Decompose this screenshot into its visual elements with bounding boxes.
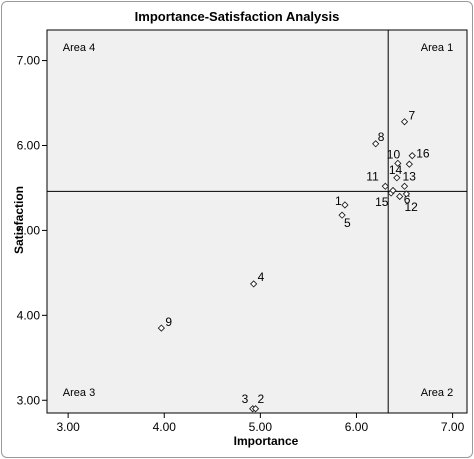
x-tick-label: 5.00	[249, 420, 273, 434]
y-tick-label: 4.00	[17, 308, 41, 322]
x-axis-title: Importance	[234, 434, 299, 448]
data-point-marker	[341, 201, 349, 209]
data-point-marker	[372, 140, 380, 148]
data-point-label: 13	[403, 169, 417, 183]
data-point-marker	[381, 182, 389, 190]
axis-ticks: 3.00 4.00 5.00 6.00 7.00 3.00 4.00 5.00 6.00 7.00	[17, 54, 465, 434]
x-tick-label: 6.00	[345, 420, 369, 434]
data-point-label: 1	[335, 194, 342, 208]
data-point-marker	[393, 174, 401, 182]
y-tick-label: 7.00	[17, 54, 41, 68]
y-axis-title: Satisfaction	[12, 186, 26, 254]
data-point-label: 6	[404, 192, 411, 206]
data-point-marker	[400, 118, 409, 126]
y-tick-label: 6.00	[17, 138, 41, 152]
quadrant-label-bottom-right: Area 2	[421, 387, 453, 399]
data-points: 15 4 9 3 2 7 810 16 14 13 11 6 15 12	[157, 109, 430, 413]
data-point-label: 4	[258, 270, 265, 284]
data-point-marker	[394, 159, 402, 167]
data-point-marker	[396, 192, 404, 201]
data-point-label: 5	[344, 216, 351, 230]
data-point-marker	[408, 152, 416, 160]
data-point-marker	[389, 186, 397, 195]
x-tick-label: 3.00	[56, 420, 80, 434]
data-point-label: 12	[404, 200, 418, 214]
chart-title: Importance-Satisfaction Analysis	[135, 9, 340, 24]
data-point-marker	[405, 160, 413, 168]
quadrant-label-top-right: Area 1	[421, 42, 453, 54]
data-point-label: 2	[258, 392, 265, 406]
plot-area	[46, 29, 468, 414]
data-point-label: 16	[416, 147, 430, 161]
data-point-marker	[338, 211, 346, 219]
data-point-label: 9	[165, 315, 172, 329]
quadrant-label-bottom-left: Area 3	[63, 387, 95, 399]
data-point-label: 14	[389, 163, 403, 177]
data-point-label: 3	[242, 392, 249, 406]
data-point-label: 11	[366, 169, 379, 183]
data-point-label: 8	[378, 130, 385, 144]
quadrant-label-top-left: Area 4	[63, 42, 95, 54]
data-point-marker	[400, 182, 409, 190]
data-point-label: 7	[409, 109, 416, 123]
y-tick-label: 5.00	[17, 223, 41, 237]
quadrant-labels: Area 4 Area 1 Area 3 Area 2	[63, 42, 453, 399]
data-point-marker	[402, 190, 411, 198]
data-point-marker	[251, 405, 260, 413]
data-point-marker	[249, 280, 258, 288]
data-point-marker	[157, 324, 166, 332]
y-tick-label: 3.00	[17, 393, 41, 407]
x-tick-label: 4.00	[153, 420, 177, 434]
x-tick-label: 7.00	[441, 420, 465, 434]
reference-lines	[47, 30, 467, 413]
data-point-label: 15	[375, 195, 389, 209]
data-point-label: 10	[387, 147, 401, 161]
